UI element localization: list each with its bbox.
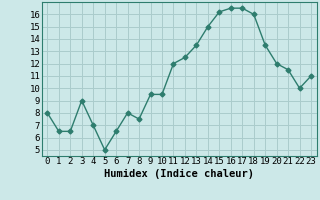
X-axis label: Humidex (Indice chaleur): Humidex (Indice chaleur) bbox=[104, 169, 254, 179]
